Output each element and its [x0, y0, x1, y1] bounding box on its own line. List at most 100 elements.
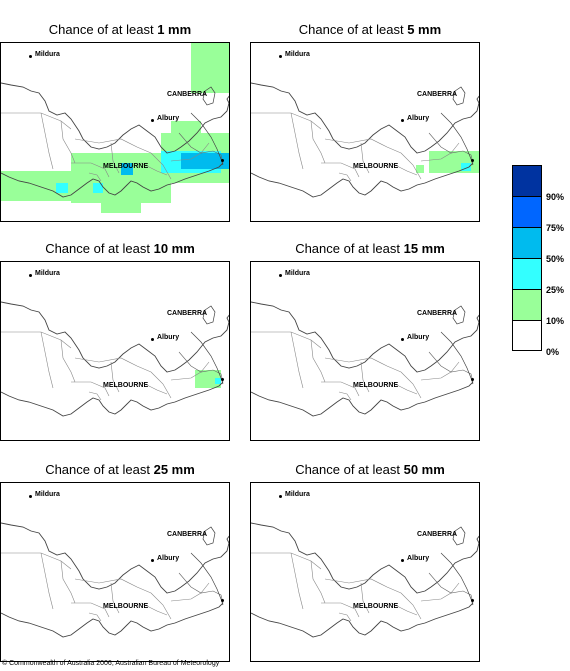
legend-label-0: 0%	[546, 347, 560, 357]
place-albury: Albury	[157, 115, 180, 122]
district-boundary	[1, 331, 72, 349]
city-dot	[279, 274, 282, 277]
district-boundary	[338, 172, 352, 182]
city-dot	[471, 159, 474, 162]
probability-area	[121, 163, 133, 175]
district-boundary	[321, 162, 360, 178]
city-dot	[401, 559, 404, 562]
district-boundary	[140, 602, 168, 616]
city-dot	[401, 119, 404, 122]
map: Mildura CANBERRA Albury MELBOURNE	[250, 261, 480, 441]
place-albury: Albury	[407, 334, 430, 341]
place-mildura: Mildura	[35, 51, 60, 58]
probability-area	[416, 165, 424, 173]
district-boundary	[40, 552, 54, 610]
district-boundary	[310, 560, 326, 604]
coastline	[251, 162, 474, 198]
place-melbourne: MELBOURNE	[353, 382, 399, 389]
district-boundary	[140, 162, 168, 176]
place-canberra: CANBERRA	[417, 531, 458, 538]
legend-swatch-90	[512, 165, 542, 196]
district-boundary	[71, 162, 110, 178]
river-border	[251, 522, 479, 594]
district-boundary	[400, 371, 422, 399]
city-dot	[151, 119, 154, 122]
legend-swatch-50	[512, 227, 542, 258]
river-border	[1, 82, 229, 154]
panel-title: Chance of at least 25 mm	[0, 462, 240, 477]
probability-area	[56, 183, 68, 193]
title-amount: 50 mm	[403, 462, 445, 477]
district-boundary	[140, 381, 168, 395]
district-boundary	[338, 612, 352, 622]
river-border	[1, 522, 229, 594]
state-border	[178, 351, 224, 383]
district-boundary	[110, 142, 120, 174]
district-boundary	[150, 152, 172, 180]
copyright-notice: © Commonwealth of Australia 2006, Austra…	[2, 660, 220, 667]
state-map	[251, 301, 479, 417]
act-outline	[452, 86, 466, 106]
district-boundary	[290, 112, 304, 170]
city-dot	[29, 55, 32, 58]
title-prefix: Chance of at least	[295, 462, 400, 477]
district-boundary	[40, 112, 54, 170]
legend-swatch-10	[512, 289, 542, 320]
district-boundary	[324, 138, 402, 154]
probability-area	[171, 121, 201, 135]
district-boundary	[420, 361, 460, 381]
place-melbourne: MELBOURNE	[353, 603, 399, 610]
city-dot	[29, 274, 32, 277]
legend-label-10: 10%	[546, 316, 565, 326]
district-boundary	[360, 361, 370, 393]
district-boundary	[150, 371, 172, 399]
title-amount: 5 mm	[407, 22, 442, 37]
district-boundary	[60, 339, 76, 383]
coastline	[251, 381, 474, 417]
district-boundary	[150, 592, 172, 620]
district-boundary	[74, 138, 152, 154]
city-dot	[151, 559, 154, 562]
place-canberra: CANBERRA	[167, 531, 208, 538]
district-boundary	[390, 602, 418, 616]
place-mildura: Mildura	[285, 270, 310, 277]
district-boundary	[60, 120, 76, 164]
place-albury: Albury	[407, 555, 430, 562]
place-canberra: CANBERRA	[417, 310, 458, 317]
coastline	[1, 162, 224, 198]
legend-label-25: 25%	[546, 285, 565, 295]
place-melbourne: MELBOURNE	[103, 382, 149, 389]
title-prefix: Chance of at least	[48, 22, 154, 37]
district-boundary	[251, 331, 322, 349]
district-boundary	[88, 612, 102, 622]
probability-area	[93, 183, 103, 193]
district-boundary	[251, 112, 322, 130]
district-boundary	[71, 602, 110, 618]
place-canberra: CANBERRA	[417, 91, 458, 98]
probability-area	[195, 370, 221, 388]
city-dot	[279, 495, 282, 498]
probability-area	[461, 163, 471, 171]
state-border	[178, 572, 224, 604]
state-border	[428, 572, 474, 604]
place-mildura: Mildura	[35, 491, 60, 498]
probability-area	[1, 171, 81, 201]
district-boundary	[88, 391, 102, 401]
river-border	[251, 301, 479, 373]
coastline	[1, 381, 224, 417]
east-coast	[440, 331, 474, 385]
place-canberra: CANBERRA	[167, 310, 208, 317]
title-amount: 10 mm	[153, 241, 195, 256]
panel-title: Chance of at least 50 mm	[250, 462, 490, 477]
river-border	[251, 82, 479, 154]
map: Mildura CANBERRA Albury MELBOURNE	[0, 482, 230, 662]
probability-legend: 90% 75% 50% 25% 10% 0%	[512, 165, 570, 360]
district-boundary	[310, 120, 326, 164]
panel-title: Chance of at least 10 mm	[0, 241, 240, 256]
panel-25mm: Chance of at least 25 mm Mildura CANBERRA…	[0, 462, 240, 662]
coastline	[251, 602, 474, 638]
panel-50mm: Chance of at least 50 mm Mildura CANBERRA…	[250, 462, 490, 662]
state-border	[428, 132, 474, 164]
title-amount: 15 mm	[403, 241, 445, 256]
district-boundary	[1, 552, 72, 570]
